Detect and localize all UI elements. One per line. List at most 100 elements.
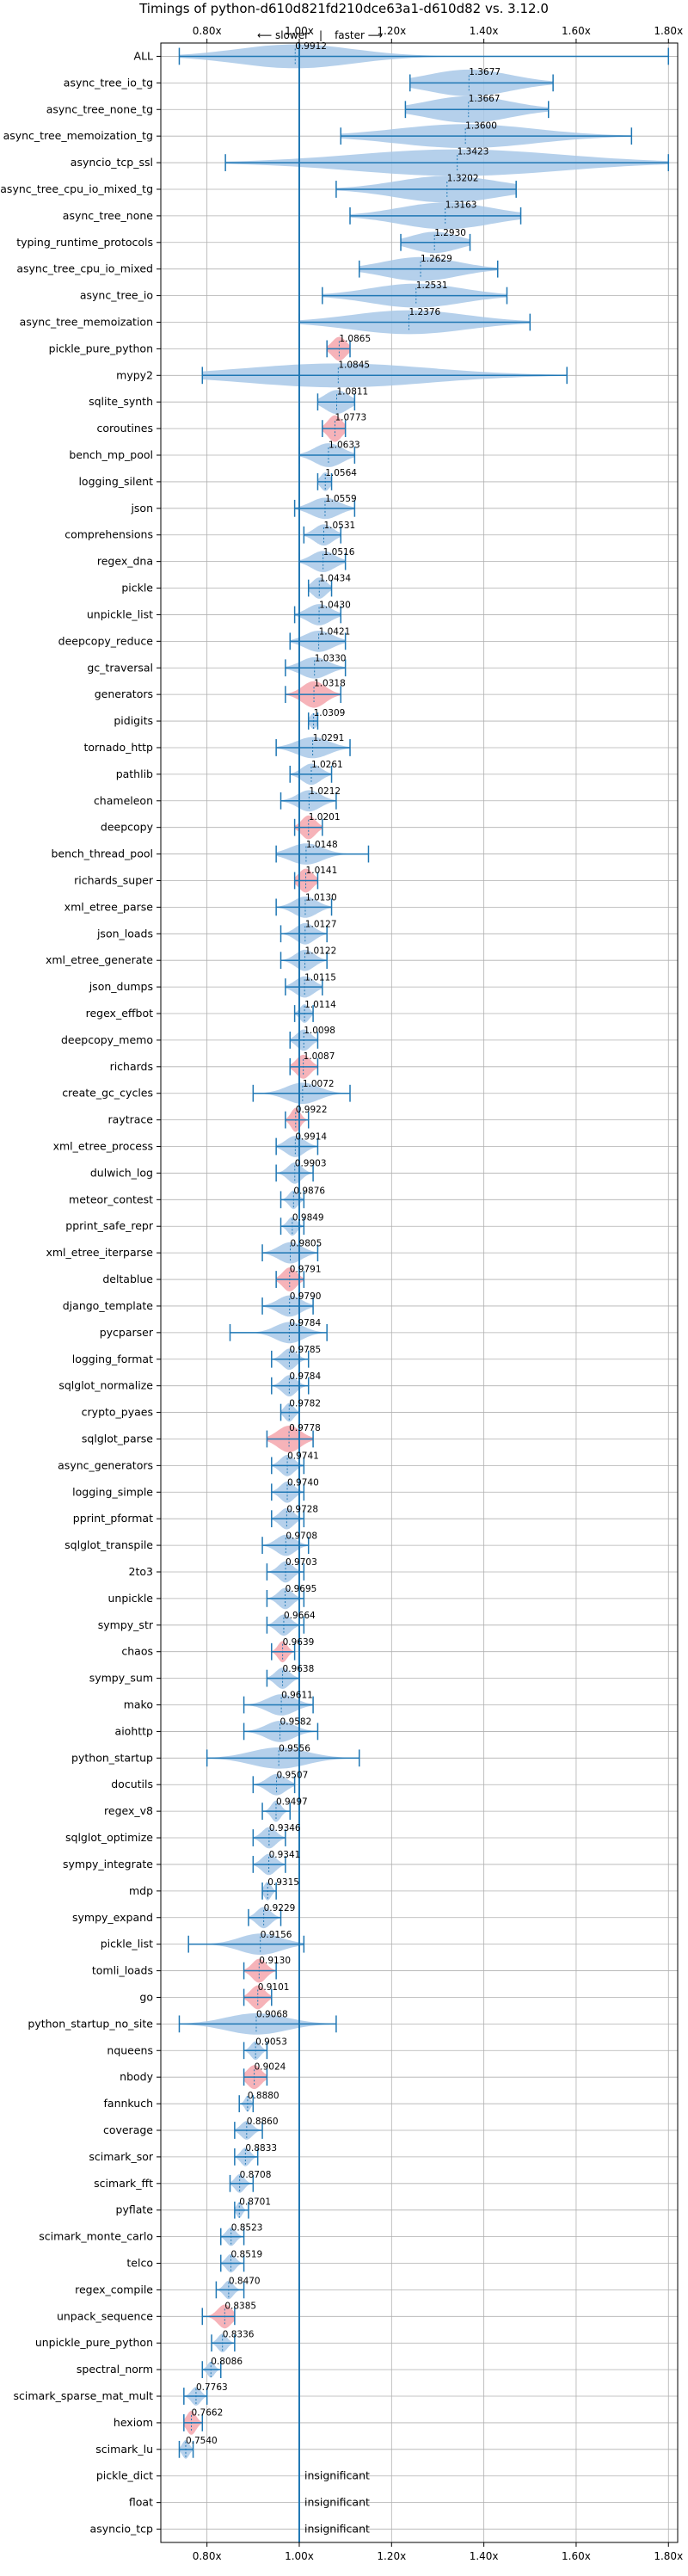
- value-label: 0.9315: [267, 1877, 299, 1888]
- x-tick-label: 1.60x: [562, 2550, 591, 2562]
- benchmark-label: sqlglot_transpile: [64, 1538, 153, 1551]
- value-label: 0.8385: [224, 2302, 256, 2312]
- benchmark-label: pycparser: [100, 1326, 154, 1339]
- benchmark-label: xml_etree_generate: [46, 953, 153, 966]
- benchmark-label: sqlglot_optimize: [65, 1831, 153, 1844]
- benchmark-label: python_startup_no_site: [28, 2017, 153, 2030]
- benchmark-label: typing_runtime_protocols: [16, 236, 153, 249]
- benchmark-label: json_loads: [96, 927, 153, 940]
- label-layer: 0.9912 1.3677 1.3667 1.3600 1.3423 1.3202 1.31…: [186, 41, 501, 2536]
- benchmark-label: mako: [124, 1698, 153, 1711]
- benchmark-label: async_tree_io: [80, 289, 153, 302]
- value-label: 0.8880: [248, 2091, 280, 2101]
- value-label: 1.3667: [469, 94, 501, 104]
- value-label: 0.9740: [287, 1477, 319, 1488]
- benchmark-label: docutils: [111, 1778, 153, 1790]
- benchmark-label: meteor_contest: [69, 1192, 153, 1205]
- value-label: 1.0773: [335, 413, 366, 423]
- value-label: 0.7540: [186, 2436, 218, 2446]
- x-tick-label-top: 1.00x: [285, 25, 314, 37]
- value-label: 0.9497: [276, 1796, 308, 1807]
- value-label: 0.8470: [229, 2276, 261, 2286]
- insignificant-label: insignificant: [304, 2496, 370, 2509]
- benchmark-label: json_dumps: [89, 980, 153, 993]
- benchmark-label: tomli_loads: [92, 1964, 153, 1977]
- value-label: 1.3600: [465, 121, 497, 132]
- value-label: 1.0633: [329, 440, 360, 450]
- x-tick-label: 1.20x: [377, 2550, 406, 2562]
- value-label: 0.8523: [231, 2223, 263, 2234]
- benchmark-label: generators: [95, 687, 153, 700]
- benchmark-label: async_tree_none: [63, 209, 154, 222]
- x-tick-label: 0.80x: [193, 2550, 222, 2562]
- benchmark-label: async_tree_memoization_tg: [3, 129, 153, 142]
- value-label: 0.9914: [295, 1132, 327, 1143]
- value-label: 1.0318: [314, 679, 346, 689]
- direction-note: ⟵ slower | faster ⟶: [257, 29, 383, 41]
- benchmark-label: fannkuch: [104, 2097, 153, 2110]
- value-label: 1.2629: [421, 254, 452, 264]
- insignificant-label: insignificant: [304, 2523, 370, 2536]
- x-tick-label-top: 1.80x: [654, 25, 683, 37]
- value-label: 0.9778: [289, 1423, 321, 1433]
- benchmark-label: xml_etree_iterparse: [46, 1246, 153, 1259]
- benchmark-label: sympy_expand: [72, 1911, 153, 1924]
- value-label: 0.9703: [286, 1557, 317, 1568]
- value-label: 0.9507: [277, 1770, 309, 1780]
- value-label: 0.9708: [286, 1531, 317, 1541]
- value-label: 0.7662: [192, 2407, 224, 2418]
- benchmark-label: nbody: [120, 2070, 153, 2083]
- benchmark-label: scimark_sor: [89, 2150, 153, 2163]
- benchmark-label: unpickle_pure_python: [35, 2336, 153, 2349]
- value-label: 0.9156: [261, 1930, 292, 1940]
- benchmark-label: deepcopy_memo: [61, 1033, 153, 1046]
- benchmark-label: deltablue: [102, 1273, 153, 1285]
- value-label: 0.9922: [296, 1105, 328, 1115]
- axis-layer: 0.80x 0.80x 1.00x 1.00x 1.20x 1.20x 1.40x 1.40x…: [0, 25, 683, 2562]
- value-label: 0.7763: [196, 2382, 228, 2393]
- value-label: 1.0141: [306, 866, 338, 876]
- benchmark-label: tornado_http: [83, 741, 153, 754]
- benchmark-label: async_tree_memoization: [20, 315, 153, 328]
- value-label: 0.9053: [255, 2037, 287, 2047]
- value-label: 1.0430: [319, 601, 351, 611]
- insignificant-label: insignificant: [304, 2469, 370, 2482]
- benchmark-label: sympy_sum: [89, 1672, 153, 1685]
- grid-layer: [161, 43, 678, 2542]
- benchmark-label: pyflate: [116, 2203, 154, 2216]
- benchmark-label: logging_format: [72, 1353, 153, 1365]
- benchmark-label: logging_silent: [78, 475, 153, 488]
- plot-frame: [160, 42, 679, 2543]
- value-label: 0.9341: [269, 1850, 301, 1860]
- benchmark-label: nqueens: [107, 2043, 153, 2056]
- benchmark-label: sqlite_synth: [89, 395, 153, 408]
- benchmark-label: asyncio_tcp_ssl: [71, 156, 153, 169]
- x-tick-label-top: 1.20x: [377, 25, 406, 37]
- value-label: 1.2531: [416, 280, 448, 291]
- x-tick-label-top: 0.80x: [193, 25, 222, 37]
- value-label: 1.0130: [305, 893, 337, 903]
- benchmark-label: ALL: [134, 49, 154, 62]
- value-label: 1.0072: [303, 1079, 335, 1089]
- direction-slower-label: ⟵ slower: [257, 29, 309, 41]
- value-label: 0.8086: [211, 2357, 243, 2367]
- value-label: 0.9728: [286, 1504, 318, 1514]
- value-label: 0.9903: [295, 1159, 327, 1169]
- benchmark-label: unpickle_list: [87, 607, 153, 620]
- value-label: 0.9782: [289, 1399, 321, 1409]
- value-label: 0.9611: [281, 1691, 313, 1701]
- value-label: 0.8708: [240, 2170, 272, 2180]
- benchmark-label: bench_thread_pool: [51, 847, 153, 860]
- value-label: 0.9741: [287, 1451, 319, 1462]
- value-label: 1.0811: [337, 387, 369, 397]
- benchmark-label: richards_super: [74, 873, 154, 886]
- benchmark-label: xml_etree_process: [53, 1140, 153, 1153]
- benchmark-label: django_template: [63, 1299, 154, 1312]
- benchmark-label: 2to3: [129, 1565, 153, 1578]
- benchmark-label: pickle_pure_python: [49, 342, 153, 354]
- benchmark-label: raytrace: [108, 1113, 154, 1126]
- benchmark-label: pathlib: [116, 767, 153, 780]
- benchmark-label: gc_traversal: [87, 661, 153, 674]
- value-label: 1.0421: [319, 627, 351, 638]
